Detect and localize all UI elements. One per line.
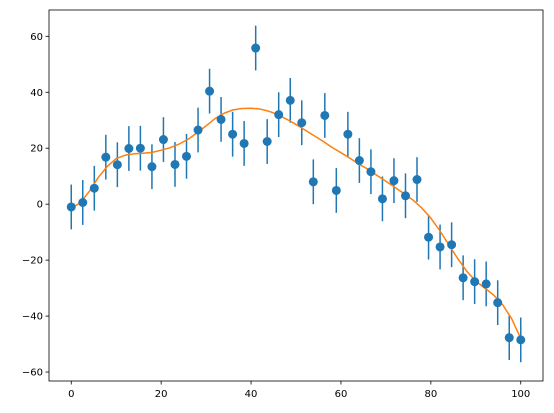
y-tick-label: 0 xyxy=(37,200,43,211)
data-point xyxy=(458,273,468,283)
data-point xyxy=(504,333,514,343)
x-tick-label: 60 xyxy=(335,389,348,400)
data-point xyxy=(112,160,122,170)
data-point xyxy=(182,151,192,161)
data-point xyxy=(435,242,445,252)
y-tick-label: −40 xyxy=(22,312,43,323)
data-point xyxy=(320,110,330,120)
x-tick-label: 20 xyxy=(155,389,168,400)
y-tick-label: −20 xyxy=(22,256,43,267)
fit-line xyxy=(70,107,522,340)
data-point xyxy=(239,138,249,148)
plot-area xyxy=(66,25,526,363)
data-point xyxy=(343,129,353,139)
data-point xyxy=(124,143,134,153)
data-point xyxy=(331,185,341,195)
data-point xyxy=(66,202,76,212)
x-tick-label: 40 xyxy=(245,389,258,400)
data-point xyxy=(400,191,410,201)
data-point xyxy=(101,152,111,162)
data-point xyxy=(354,156,364,166)
data-point xyxy=(297,118,307,128)
data-point xyxy=(470,277,480,287)
y-tick-label: 60 xyxy=(30,32,43,43)
data-point xyxy=(493,298,503,308)
data-point xyxy=(251,43,261,53)
data-point xyxy=(412,175,422,185)
x-tick-label: 100 xyxy=(511,389,530,400)
data-point xyxy=(377,194,387,204)
data-point xyxy=(78,197,88,207)
data-point xyxy=(516,335,526,345)
data-point xyxy=(135,143,145,153)
data-point xyxy=(228,129,238,139)
data-point xyxy=(285,95,295,105)
y-tick-label: −60 xyxy=(22,368,43,379)
data-point xyxy=(262,137,272,147)
data-point xyxy=(193,125,203,135)
data-point xyxy=(147,162,157,172)
y-tick-label: 40 xyxy=(30,88,43,99)
data-point xyxy=(389,176,399,186)
x-tick-label: 80 xyxy=(424,389,437,400)
data-point xyxy=(308,177,318,187)
data-point xyxy=(205,86,215,96)
axes-frame xyxy=(48,9,544,382)
data-point xyxy=(170,159,180,169)
x-tick-label: 0 xyxy=(68,389,74,400)
data-point xyxy=(216,114,226,124)
data-point xyxy=(447,240,457,250)
data-point xyxy=(274,110,284,120)
y-tick-label: 20 xyxy=(30,144,43,155)
data-point xyxy=(424,232,434,242)
data-point xyxy=(89,183,99,193)
data-point xyxy=(366,167,376,177)
axis-ticks: 0 20 40 60 80 100 −60 −40 −20 0 20 40 60 xyxy=(22,32,530,400)
data-point xyxy=(158,135,168,145)
data-point xyxy=(481,279,491,289)
